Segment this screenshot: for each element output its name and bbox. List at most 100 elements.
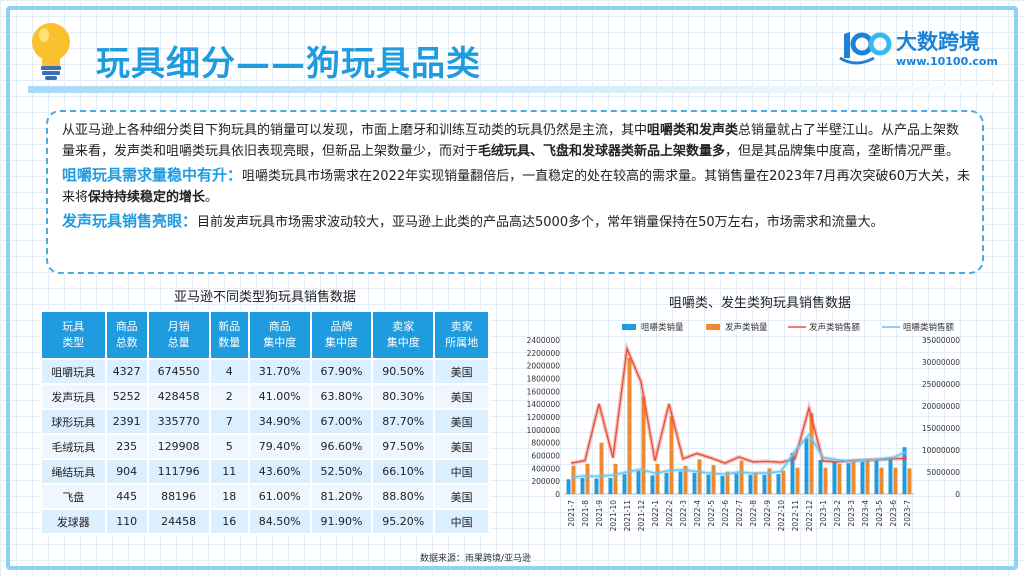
table-title: 亚马逊不同类型狗玩具销售数据 — [173, 290, 356, 305]
table-header-cell: 卖家 所属地 — [433, 310, 490, 360]
bar-chew-sales — [776, 474, 781, 494]
bar-chew-sales — [902, 447, 907, 494]
bar-sound-sales — [865, 460, 870, 494]
table-cell: 飞盘 — [40, 483, 107, 510]
y-tick-label-left: 800000 — [531, 439, 560, 448]
summary-paragraph-3: 发声玩具销售亮眼：目前发声玩具市场需求波动较大，亚马逊上此类的产品高达5000多… — [62, 211, 970, 233]
table-row: 球形玩具 2391 335770 7 34.90% 67.00% 87.70% 美国 — [40, 408, 490, 435]
x-tick-label: 2021-11 — [623, 500, 632, 532]
x-tick-label: 2022-10 — [777, 500, 786, 532]
bar-chew-sales — [748, 474, 753, 494]
table-cell: 4327 — [104, 358, 149, 385]
bar-chew-sales — [888, 458, 893, 494]
table-cell: 毛绒玩具 — [40, 433, 107, 460]
table-cell: 16 — [208, 508, 250, 535]
table-row: 发球器 110 24458 16 84.50% 91.90% 95.20% 中国 — [40, 508, 490, 535]
table-header-text: 集中度 — [263, 336, 297, 349]
y-tick-label-left: 2200000 — [527, 349, 561, 358]
bar-sound-sales — [879, 467, 884, 494]
table-cell: 61.00% — [247, 483, 312, 510]
brand-url[interactable]: www.10100.com — [896, 55, 998, 68]
bar-sound-sales — [627, 357, 632, 494]
y-tick-label-left: 0 — [555, 490, 560, 499]
bar-chew-sales — [734, 473, 739, 494]
table-header-text: 总量 — [167, 336, 190, 349]
table-header-text: 玩具 — [62, 320, 85, 333]
y-tick-label-right: 35000000 — [922, 336, 960, 345]
bar-sound-sales — [725, 471, 730, 494]
bar-chew-sales — [566, 479, 571, 494]
table-cell: 67.90% — [309, 358, 374, 385]
table-cell: 428458 — [146, 383, 211, 410]
bar-chew-sales — [622, 474, 627, 494]
bar-sound-sales — [641, 396, 646, 494]
table-cell: 发球器 — [40, 508, 107, 535]
bar-sound-sales — [683, 465, 688, 494]
table-header-text: 类型 — [62, 336, 85, 349]
y-tick-label-right: 5000000 — [927, 468, 961, 477]
table-cell: 129908 — [146, 433, 211, 460]
x-tick-label: 2022-5 — [707, 500, 716, 527]
y-tick-label-left: 1200000 — [527, 413, 561, 422]
data-source: 数据来源：雨果跨境/亚马逊 — [420, 554, 532, 564]
summary-paragraph-1: 从亚马逊上各种细分类目下狗玩具的销量可以发现，市面上磨牙和训练互动类的玩具仍然是… — [62, 120, 970, 162]
y-tick-label-right: 15000000 — [922, 424, 960, 433]
page-frame — [6, 6, 1018, 570]
y-tick-label-left: 200000 — [531, 477, 560, 486]
x-tick-label: 2022-8 — [749, 500, 758, 527]
brand-logo[interactable]: 大数跨境 www.10100.com — [836, 26, 1006, 72]
y-tick-label-right: 10000000 — [922, 446, 960, 455]
table-cell: 66.10% — [371, 458, 436, 485]
table-cell: 674550 — [146, 358, 211, 385]
table-cell: 52.50% — [309, 458, 374, 485]
table-cell: 18 — [208, 483, 250, 510]
table-header-text: 数量 — [218, 336, 241, 349]
table-cell: 95.20% — [371, 508, 436, 535]
brand-name: 大数跨境 — [896, 30, 980, 54]
table-row: 飞盘 445 88196 18 61.00% 81.20% 88.80% 美国 — [40, 483, 490, 510]
y-tick-label-right: 20000000 — [922, 402, 960, 411]
table-cell: 235 — [104, 433, 149, 460]
table-header-text: 新品 — [218, 320, 241, 333]
summary-heading-sound: 发声玩具销售亮眼： — [62, 212, 198, 230]
table-header-text: 卖家 — [392, 320, 415, 333]
y-tick-label-right: 0 — [955, 490, 960, 499]
x-tick-label: 2022-6 — [721, 500, 730, 527]
line-halo-sound-revenue — [570, 341, 908, 466]
bar-sound-sales — [851, 461, 856, 494]
x-tick-label: 2021-9 — [595, 500, 604, 527]
summary-box: 从亚马逊上各种细分类目下狗玩具的销量可以发现，市面上磨牙和训练互动类的玩具仍然是… — [46, 110, 984, 274]
table-row: 发声玩具 5252 428458 2 41.00% 63.80% 80.30% 美国 — [40, 383, 490, 410]
table-header-cell: 商品 总数 — [104, 310, 149, 360]
table-cell: 5 — [208, 433, 250, 460]
bar-sound-sales — [767, 468, 772, 494]
table-cell: 79.40% — [247, 433, 312, 460]
x-tick-label: 2023-3 — [847, 500, 856, 527]
x-tick-label: 2023-2 — [833, 500, 842, 527]
brand-logo-icon — [839, 32, 892, 65]
table-cell: 43.60% — [247, 458, 312, 485]
table-cell: 11 — [208, 458, 250, 485]
table-header-text: 商品 — [268, 320, 291, 333]
table-cell: 中国 — [433, 458, 490, 485]
sales-chart: 0 200000 400000 600000 800000 1000000 1200000 1… — [527, 322, 961, 532]
x-tick-label: 2023-5 — [875, 500, 884, 527]
table-cell: 绳结玩具 — [40, 458, 107, 485]
table-cell: 4 — [208, 358, 250, 385]
table-cell: 美国 — [433, 483, 490, 510]
table-cell: 90.50% — [371, 358, 436, 385]
y-tick-label-left: 1400000 — [527, 400, 561, 409]
bar-sound-sales — [739, 460, 744, 494]
line-sound-revenue — [570, 346, 908, 464]
table-cell: 88196 — [146, 483, 211, 510]
y-tick-label-right: 30000000 — [922, 358, 960, 367]
bar-chew-sales — [860, 461, 865, 494]
bar-chew-sales — [580, 477, 585, 494]
table-cell: 美国 — [433, 408, 490, 435]
x-tick-label: 2022-2 — [665, 500, 674, 527]
y-tick-label-left: 1000000 — [527, 426, 561, 435]
bar-chew-sales — [846, 463, 851, 494]
legend-label: 发声类销量 — [725, 322, 768, 333]
bar-chew-sales — [650, 475, 655, 494]
bar-sound-sales — [711, 465, 716, 494]
